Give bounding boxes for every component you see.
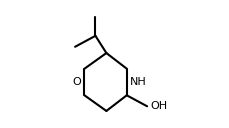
Text: NH: NH — [129, 77, 146, 87]
Text: OH: OH — [150, 101, 167, 111]
Text: O: O — [72, 77, 81, 87]
